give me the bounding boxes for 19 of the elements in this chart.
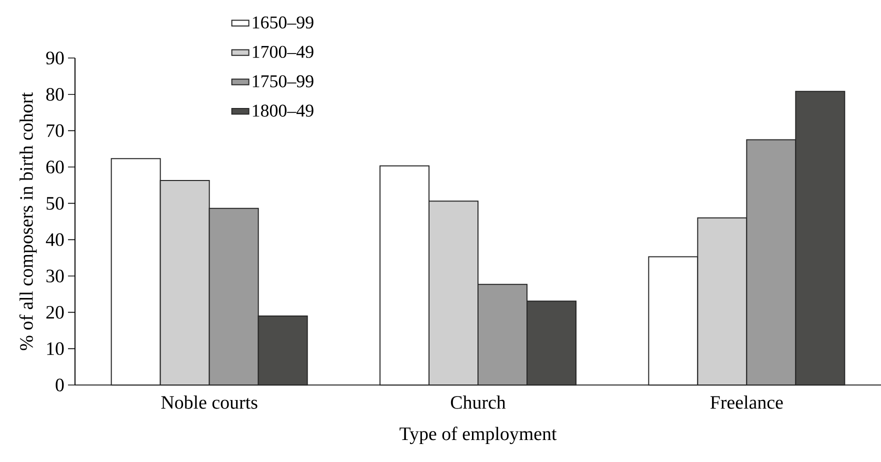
legend-label: 1700–49: [252, 46, 314, 58]
y-axis-title: % of all composers in birth cohort: [19, 92, 37, 350]
y-tick-label: 0: [56, 378, 64, 392]
y-tick-label: 80: [46, 88, 64, 101]
x-tick-label: Freelance: [710, 396, 783, 409]
y-tick-label: 90: [46, 52, 64, 64]
y-tick-label: 60: [46, 160, 64, 174]
y-tick-label: 10: [47, 342, 64, 356]
y-tick-label: 30: [46, 270, 64, 282]
y-tick-label: 20: [46, 306, 64, 319]
legend-label: 1750–99: [252, 75, 314, 88]
x-axis-title: Type of employment: [400, 426, 557, 444]
y-tick-label: 50: [46, 196, 64, 210]
y-tick-label: 70: [46, 124, 64, 138]
legend-label: 1800–49: [252, 104, 314, 117]
x-tick-label: Church: [450, 396, 506, 409]
x-tick-label: Noble courts: [161, 396, 258, 409]
legend-label: 1650–99: [252, 16, 314, 29]
y-tick-label: 40: [46, 233, 64, 246]
